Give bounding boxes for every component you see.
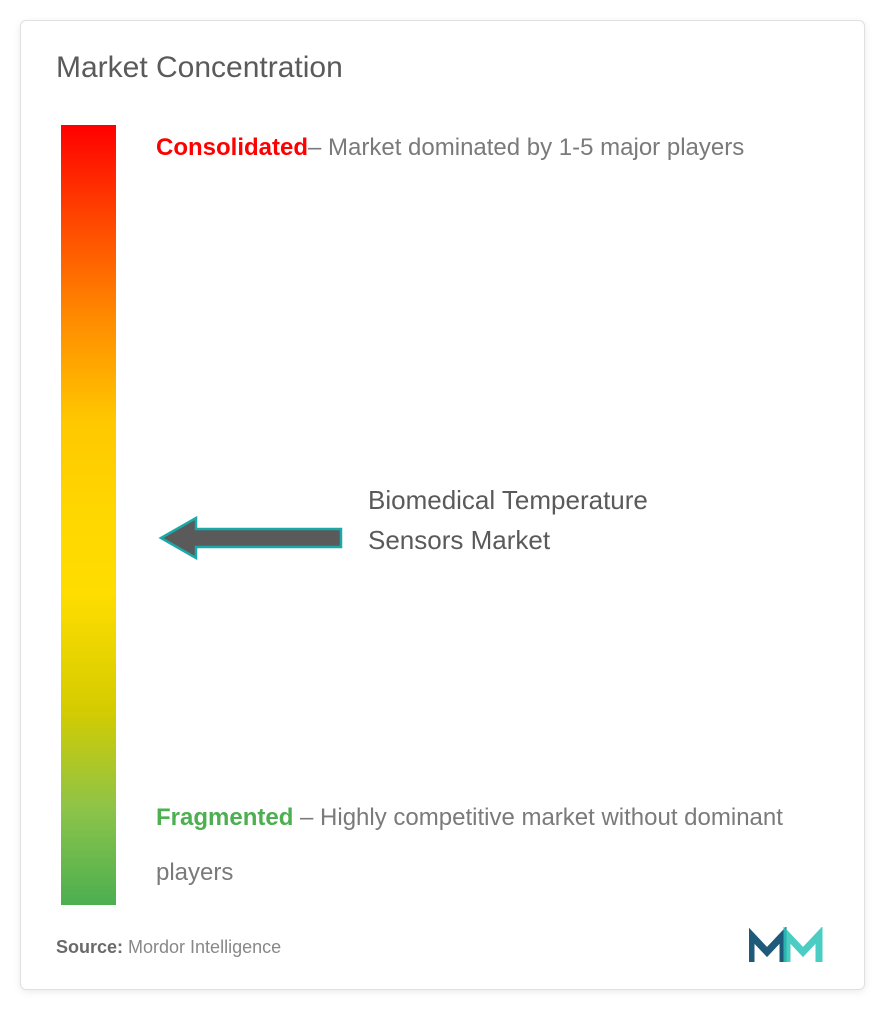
arrow-pointer [156, 513, 346, 563]
left-arrow-icon [156, 513, 346, 563]
concentration-gradient-bar [61, 125, 116, 905]
consolidated-label: Consolidated– Market dominated by 1-5 ma… [156, 120, 806, 175]
content-area: Consolidated– Market dominated by 1-5 ma… [56, 125, 829, 925]
market-name-label: Biomedical Temperature Sensors Market [368, 480, 698, 561]
source-value: Mordor Intelligence [123, 937, 281, 957]
source-label: Source: [56, 937, 123, 957]
source-attribution: Source: Mordor Intelligence [56, 937, 281, 958]
consolidated-keyword: Consolidated [156, 134, 308, 161]
consolidated-description: – Market dominated by 1-5 major players [308, 134, 744, 161]
fragmented-keyword: Fragmented [156, 804, 293, 831]
page-title: Market Concentration [56, 51, 829, 85]
mi-logo-icon [749, 927, 829, 967]
infographic-card: Market Concentration Consolidated– Marke… [20, 20, 865, 990]
footer: Source: Mordor Intelligence [56, 927, 829, 967]
fragmented-label: Fragmented – Highly competitive market w… [156, 790, 836, 900]
